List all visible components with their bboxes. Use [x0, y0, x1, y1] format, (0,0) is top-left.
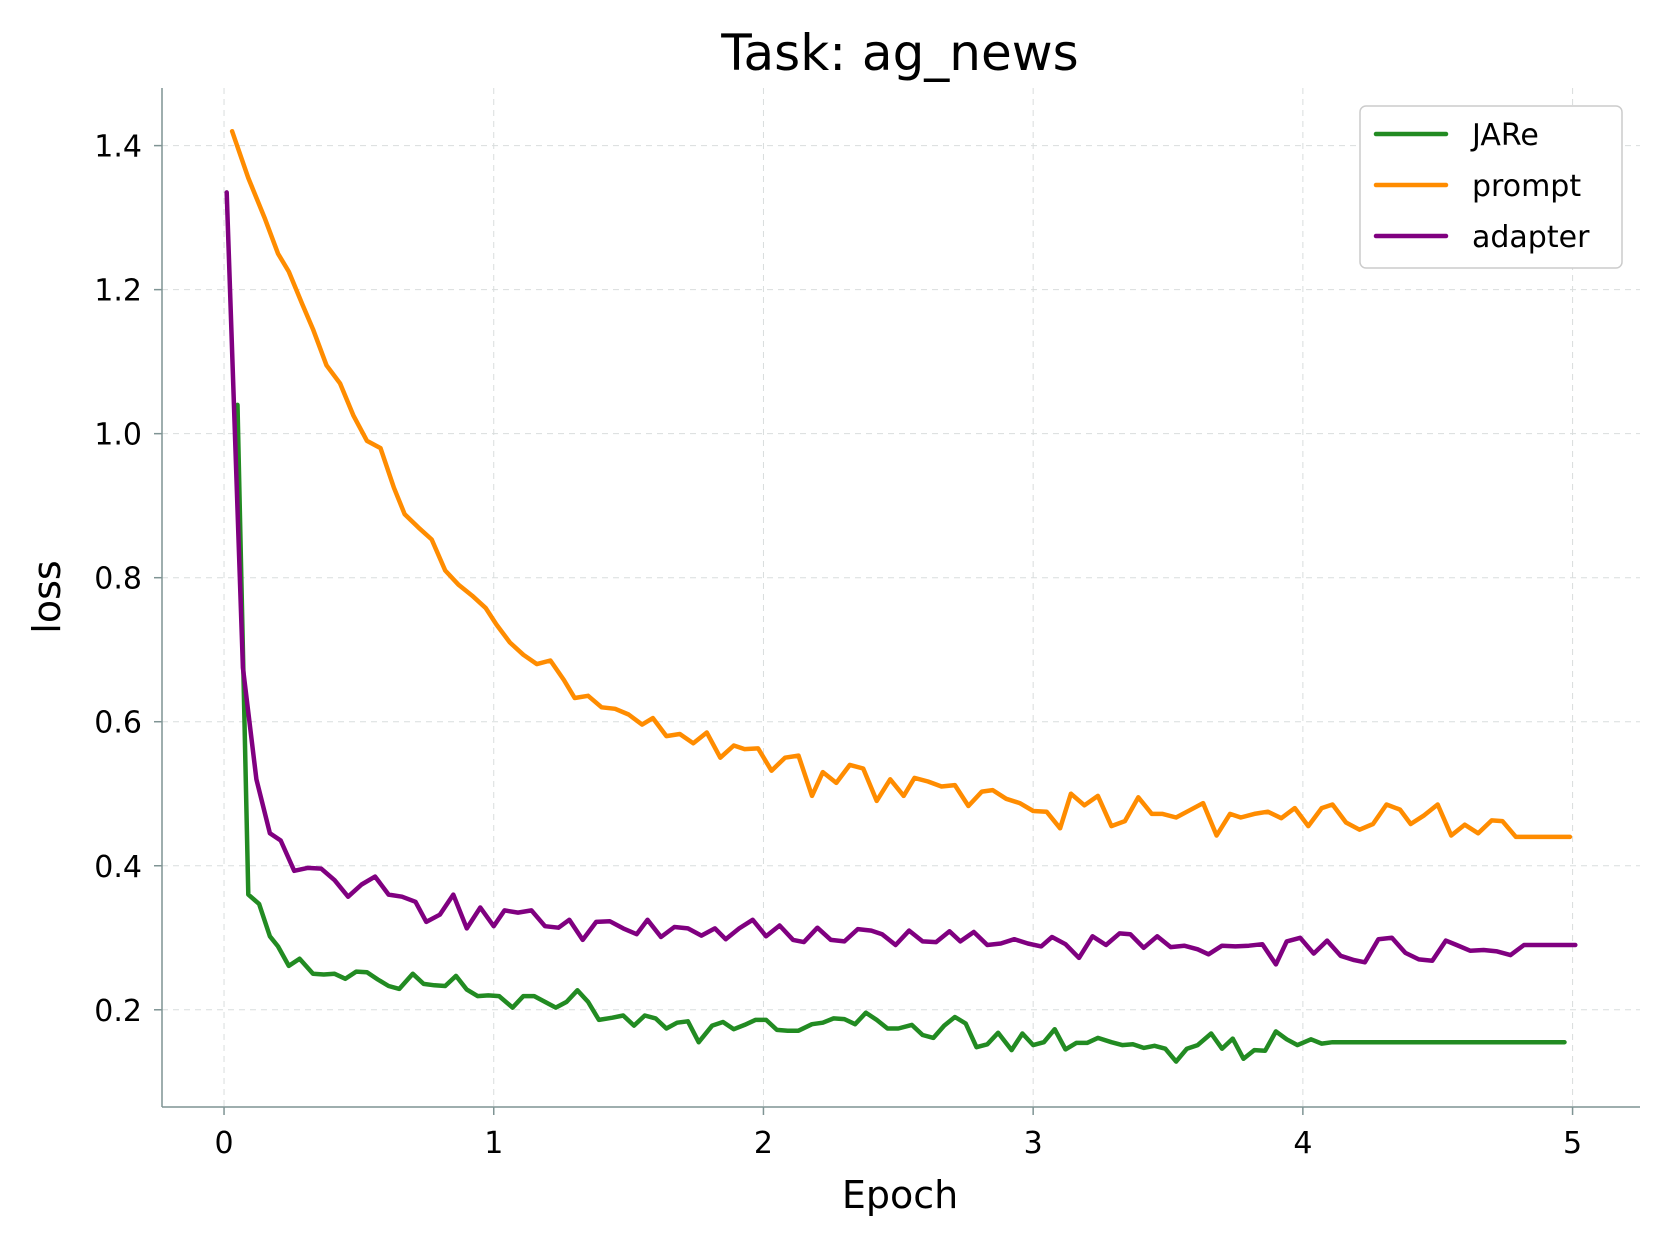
y-tick-label: 0.6 [94, 706, 142, 741]
y-tick-label: 0.8 [94, 562, 142, 597]
y-tick-label: 1.4 [94, 130, 142, 165]
legend-label-adapter: adapter [1472, 220, 1590, 255]
y-tick-label: 0.4 [94, 850, 142, 885]
legend: JARe prompt adapter [1359, 105, 1623, 269]
y-tick-label: 1.0 [94, 418, 142, 453]
x-tick-label: 1 [484, 1126, 503, 1161]
y-tick-label: 1.2 [94, 274, 142, 309]
x-tick-label: 3 [1024, 1126, 1043, 1161]
x-tick-label: 4 [1293, 1126, 1312, 1161]
x-tick-label: 5 [1563, 1126, 1582, 1161]
legend-label-jare: JARe [1470, 118, 1539, 153]
x-tick-label: 0 [214, 1126, 233, 1161]
series-line-prompt [229, 128, 1573, 840]
x-axis-ticks: 0 1 2 3 4 5 [214, 1107, 1582, 1161]
y-axis-ticks: 0.2 0.4 0.6 0.8 1.0 1.2 1.4 [94, 130, 162, 1029]
y-tick-label: 0.2 [94, 994, 142, 1029]
x-axis-label: Epoch [842, 1173, 958, 1217]
y-axis-label: loss [25, 560, 69, 633]
chart-title: Task: ag_news [720, 24, 1078, 82]
legend-label-prompt: prompt [1472, 169, 1581, 204]
series-lines [224, 128, 1578, 1064]
legend-box [1359, 105, 1623, 269]
x-tick-label: 2 [754, 1126, 773, 1161]
series-line-adapter [224, 190, 1578, 967]
series-line-jare [235, 402, 1567, 1064]
